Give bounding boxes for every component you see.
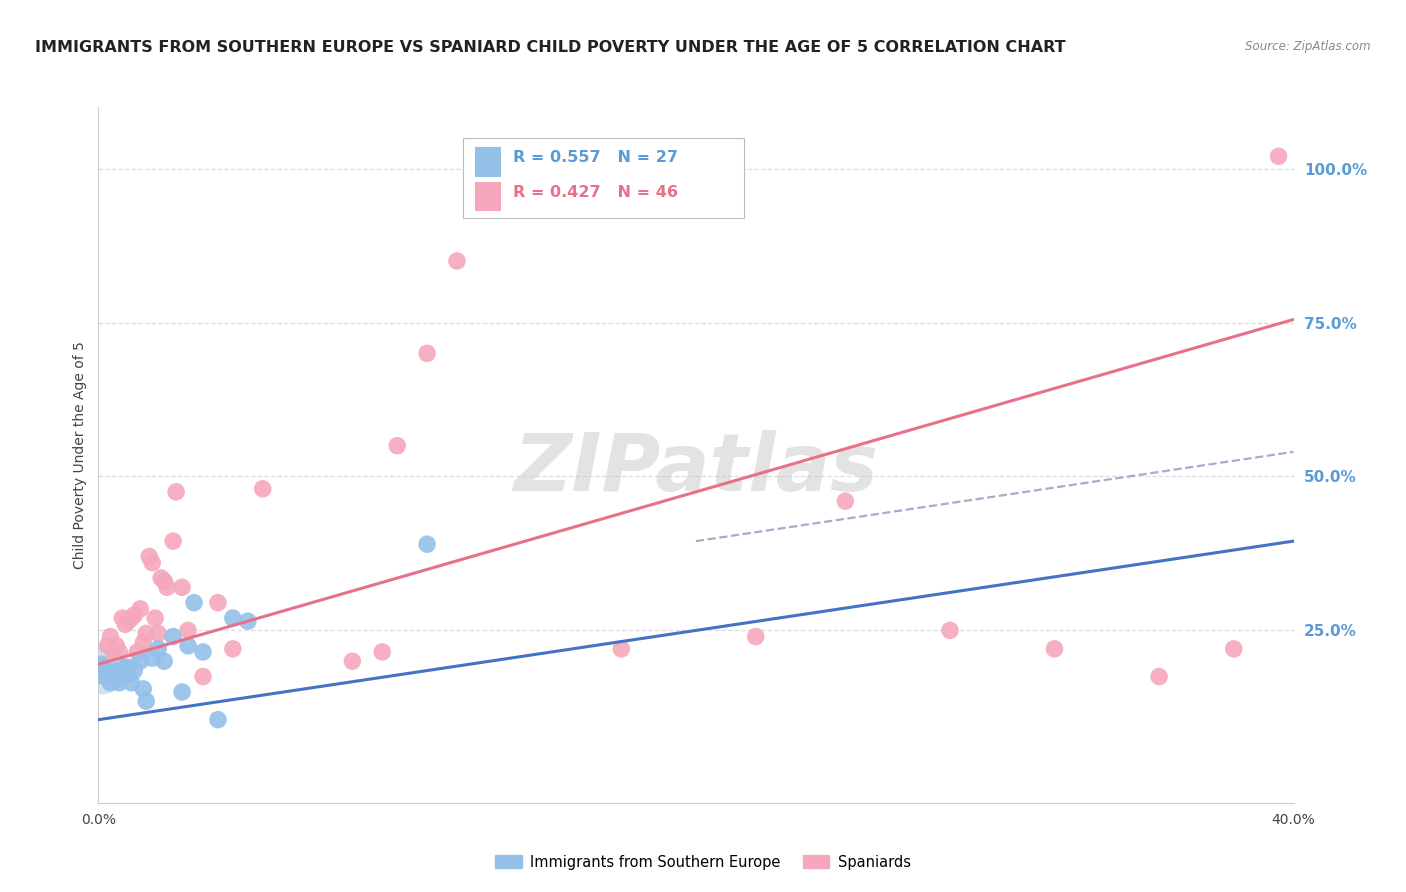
Point (191, 669, 214, 683)
Point (207, 713, 229, 727)
Point (153, 574, 176, 589)
Point (105, 664, 128, 678)
Point (103, 669, 125, 683)
Point (148, 626, 170, 640)
Point (96, 664, 118, 678)
Bar (475, 147, 501, 177)
Point (129, 654, 152, 668)
Point (177, 624, 200, 638)
Point (416, 346, 439, 360)
Text: Source: ZipAtlas.com: Source: ZipAtlas.com (1246, 40, 1371, 54)
Point (385, 439, 409, 453)
Text: R = 0.557   N = 27: R = 0.557 N = 27 (513, 151, 678, 165)
Legend: Immigrants from Southern Europe, Spaniards: Immigrants from Southern Europe, Spaniar… (489, 849, 917, 876)
Point (90, 660, 112, 674)
Point (416, 537, 439, 551)
Point (135, 626, 157, 640)
Point (117, 666, 139, 681)
Point (153, 654, 176, 668)
Point (172, 580, 194, 594)
Point (165, 484, 187, 499)
Point (506, 149, 529, 163)
Point (135, 694, 157, 708)
Point (103, 645, 125, 659)
Point (138, 549, 160, 564)
Point (124, 664, 146, 678)
Point (342, 654, 364, 668)
Point (150, 571, 173, 585)
Point (124, 607, 146, 622)
Point (132, 636, 155, 650)
Point (98, 675, 122, 690)
Point (222, 641, 245, 656)
Point (120, 611, 142, 625)
Point (446, 254, 468, 268)
Point (96, 639, 118, 653)
Point (141, 556, 163, 570)
Point (252, 482, 274, 496)
Point (143, 611, 166, 625)
Point (98, 630, 122, 644)
Point (132, 681, 155, 696)
Point (93, 669, 115, 683)
Point (108, 645, 131, 659)
Text: IMMIGRANTS FROM SOUTHERN EUROPE VS SPANIARD CHILD POVERTY UNDER THE AGE OF 5 COR: IMMIGRANTS FROM SOUTHERN EUROPE VS SPANI… (35, 40, 1066, 55)
Point (117, 614, 139, 628)
Point (114, 617, 136, 632)
Point (371, 645, 394, 659)
Point (105, 639, 128, 653)
Point (191, 645, 214, 659)
Text: R = 0.427   N = 46: R = 0.427 N = 46 (513, 186, 678, 200)
Point (129, 602, 152, 616)
Point (236, 614, 259, 628)
Point (114, 660, 136, 674)
Point (1223, 641, 1246, 656)
Point (834, 494, 856, 508)
Point (111, 611, 134, 625)
Point (156, 580, 179, 594)
Point (148, 641, 170, 656)
Point (162, 534, 184, 549)
Point (222, 611, 245, 625)
FancyBboxPatch shape (463, 138, 744, 219)
Point (745, 630, 768, 644)
Point (90, 664, 112, 678)
Point (207, 596, 229, 610)
Point (939, 624, 962, 638)
Point (172, 685, 194, 699)
Bar (475, 182, 501, 211)
Point (1043, 641, 1066, 656)
Point (93, 664, 115, 678)
Point (177, 639, 200, 653)
Point (90, 657, 112, 672)
Y-axis label: Child Poverty Under the Age of 5: Child Poverty Under the Age of 5 (73, 341, 87, 569)
Point (117, 660, 139, 674)
Point (162, 630, 184, 644)
Text: ZIPatlas: ZIPatlas (513, 430, 879, 508)
Point (610, 641, 633, 656)
Point (1267, 149, 1289, 163)
Point (108, 675, 131, 690)
Point (141, 651, 163, 665)
Point (111, 669, 134, 683)
Point (183, 596, 205, 610)
Point (127, 645, 149, 659)
Point (120, 675, 142, 690)
Point (1147, 669, 1170, 683)
